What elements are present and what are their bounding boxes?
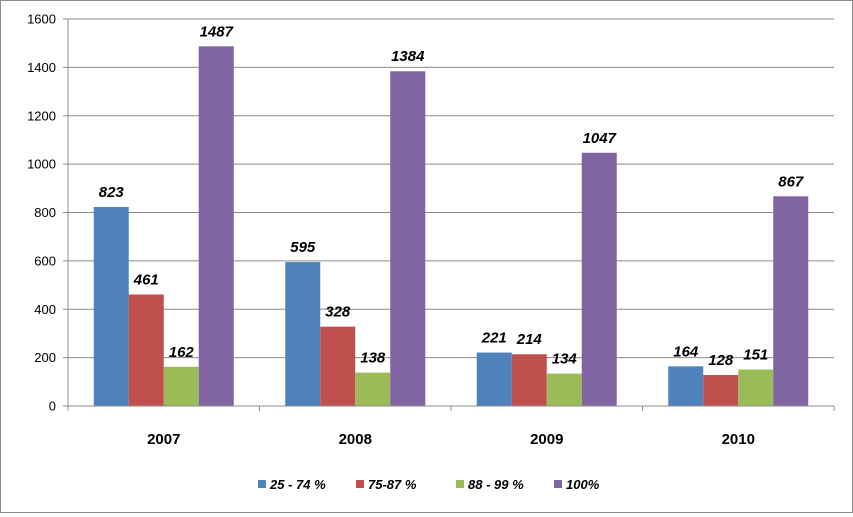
bar — [128, 294, 164, 406]
data-label: 138 — [360, 350, 386, 367]
data-label: 1487 — [200, 23, 234, 40]
bar — [581, 152, 617, 406]
data-label: 461 — [133, 271, 159, 288]
bar — [738, 369, 774, 406]
data-label: 1384 — [391, 48, 425, 65]
data-label: 164 — [673, 343, 699, 360]
legend-label: 25 - 74 % — [269, 477, 326, 492]
x-tick-label: 2009 — [530, 431, 563, 448]
y-tick-label: 800 — [34, 205, 56, 220]
bar — [285, 262, 321, 406]
legend: 25 - 74 % 75-87 % 88 - 99 % 100% — [258, 477, 600, 492]
x-tick-label: 2010 — [722, 431, 755, 448]
y-tick-label: 1400 — [27, 60, 56, 75]
bar — [163, 366, 199, 406]
bar — [390, 71, 426, 407]
y-tick-label: 1600 — [27, 12, 56, 27]
bars — [93, 46, 809, 407]
gridlines — [68, 18, 834, 359]
bar — [703, 375, 739, 406]
y-tick-label: 400 — [34, 302, 56, 317]
legend-label: 88 - 99 % — [468, 477, 524, 492]
x-tick-label: 2007 — [147, 431, 180, 448]
bar — [773, 196, 809, 406]
legend-swatch — [554, 480, 562, 488]
bar — [320, 326, 356, 406]
data-label: 595 — [290, 239, 316, 256]
data-label: 134 — [552, 351, 578, 368]
bar — [355, 372, 391, 406]
y-tick-label: 1200 — [27, 108, 56, 123]
y-tick-label: 200 — [34, 350, 56, 365]
y-axis-ticks: 0 200 400 600 800 1000 1200 1400 1600 — [27, 12, 68, 414]
data-labels: 823 595 221 164 461 328 214 128 162 138 134 151 1487… — [99, 23, 804, 369]
x-tick-label: 2008 — [339, 431, 372, 448]
y-tick-label: 0 — [49, 399, 56, 414]
bar — [668, 366, 704, 406]
legend-label: 100% — [566, 477, 600, 492]
bar — [198, 46, 234, 406]
x-axis-ticks: 2007 2008 2009 2010 — [67, 406, 835, 448]
data-label: 128 — [708, 352, 734, 369]
bar — [546, 373, 582, 406]
data-label: 1047 — [583, 130, 617, 147]
data-label: 867 — [778, 173, 804, 190]
y-tick-label: 1000 — [27, 157, 56, 172]
legend-swatch — [456, 480, 464, 488]
data-label: 328 — [325, 304, 351, 321]
data-label: 221 — [481, 330, 507, 347]
legend-swatch — [258, 480, 266, 488]
y-tick-label: 600 — [34, 253, 56, 268]
bar — [93, 206, 129, 406]
data-label: 162 — [169, 344, 195, 361]
data-label: 151 — [743, 346, 768, 363]
bar — [511, 354, 547, 406]
data-label: 214 — [516, 331, 543, 348]
legend-swatch — [356, 480, 364, 488]
data-label: 823 — [99, 184, 125, 201]
legend-label: 75-87 % — [368, 477, 417, 492]
bar — [476, 352, 512, 406]
